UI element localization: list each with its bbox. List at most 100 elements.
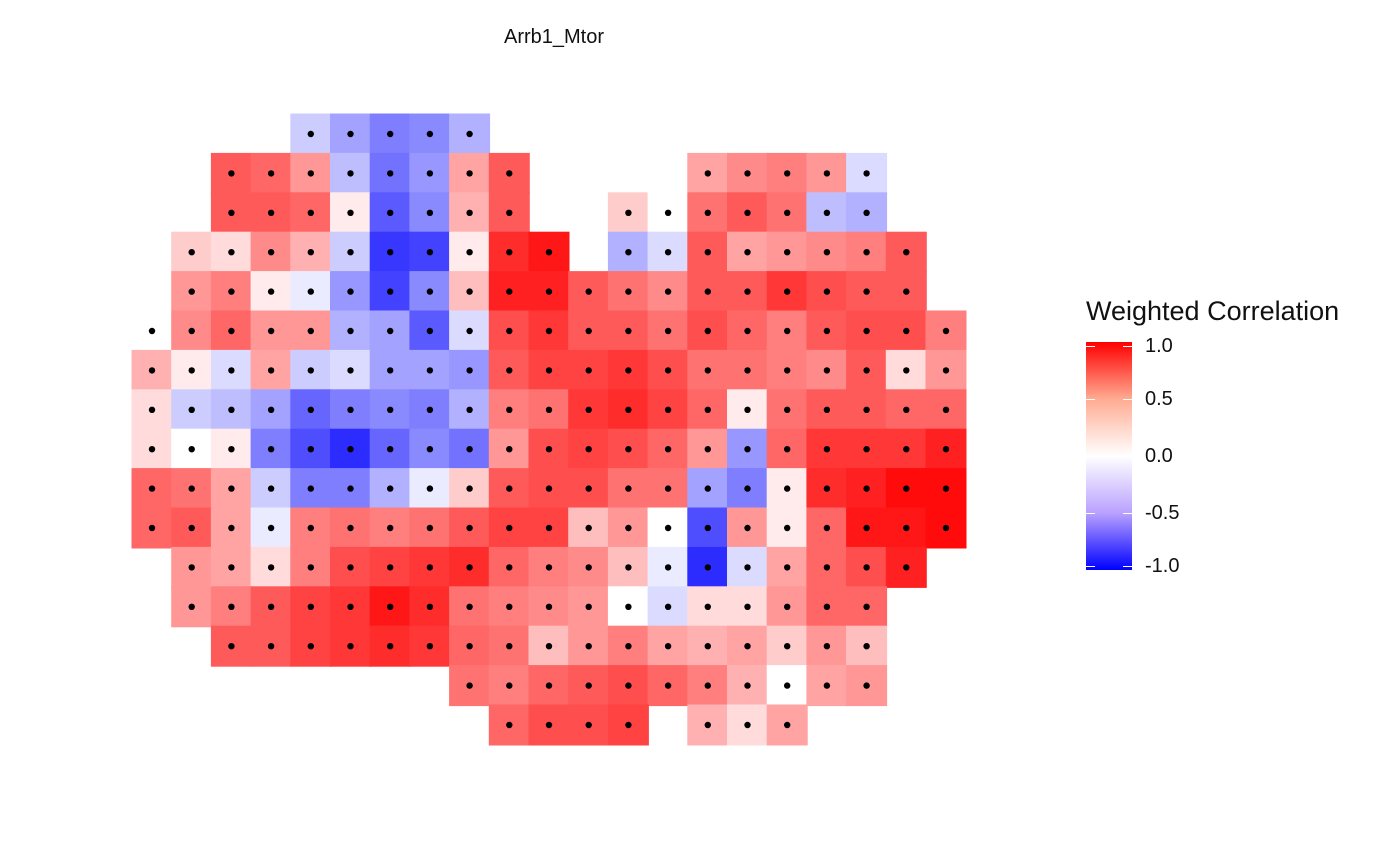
spot-dot: [704, 367, 711, 374]
spot-dot: [585, 603, 592, 610]
spot-dot: [784, 249, 791, 256]
spot-dot: [784, 170, 791, 177]
spot-dot: [228, 327, 235, 335]
spot-dot: [466, 603, 473, 610]
spot-dot: [545, 367, 553, 374]
spot-dot: [267, 327, 275, 335]
spot-dot: [466, 643, 473, 650]
spot-dot: [744, 170, 751, 177]
spot-dot: [545, 485, 553, 492]
spot-dot: [307, 446, 314, 453]
spot-dot: [744, 249, 751, 256]
spot-dot: [506, 485, 513, 492]
spot-dot: [744, 406, 751, 413]
spot-dot: [188, 288, 195, 295]
spot-dot: [784, 406, 791, 413]
spot-dot: [744, 564, 751, 571]
spot-dot: [466, 524, 473, 532]
spot-dot: [506, 721, 513, 729]
spot-dot: [347, 367, 354, 374]
spot-dot: [506, 643, 513, 650]
spot-dot: [625, 249, 632, 256]
spot-dot: [784, 327, 791, 335]
legend-tick-mark: [1123, 566, 1132, 567]
spot-dot: [784, 446, 791, 453]
spot-dot: [466, 564, 473, 571]
spot-dot: [664, 643, 672, 650]
spot-dot: [545, 721, 553, 729]
spot-dot: [228, 249, 235, 256]
legend-tick-mark: [1123, 513, 1132, 514]
spot-dot: [784, 682, 791, 689]
spot-dot: [426, 327, 434, 335]
spot-dot: [426, 485, 434, 492]
legend-tick-mark: [1086, 456, 1095, 457]
spot-dot: [903, 485, 910, 492]
spot-dot: [466, 249, 473, 256]
spot-dot: [347, 249, 354, 256]
spot-dot: [387, 327, 394, 335]
spot-dot: [267, 603, 275, 610]
spot-dot: [744, 643, 751, 650]
spot-dot: [545, 682, 553, 689]
spot-dot: [823, 406, 831, 413]
spatial-heatmap: [131, 113, 967, 746]
spot-dot: [942, 406, 950, 413]
spot-dot: [863, 564, 870, 571]
spot-dot: [426, 603, 434, 610]
spot-dot: [426, 643, 434, 650]
spot-dot: [585, 406, 592, 413]
spot-dot: [466, 130, 473, 138]
spot-dot: [506, 406, 513, 413]
spot-dot: [744, 524, 751, 532]
spot-dot: [585, 327, 592, 335]
spot-dot: [664, 327, 672, 335]
spot-dot: [307, 524, 314, 532]
spot-dot: [188, 524, 195, 532]
spot-dot: [387, 288, 394, 295]
spot-dot: [506, 524, 513, 532]
spot-dot: [704, 288, 711, 295]
legend-tick-mark: [1123, 346, 1132, 347]
spot-dot: [347, 564, 354, 571]
spot-dot: [267, 367, 275, 374]
spot-dot: [228, 564, 235, 571]
spot-dot: [823, 367, 831, 374]
spot-dot: [704, 170, 711, 177]
legend-tick-mark: [1086, 346, 1095, 347]
spot-dot: [744, 327, 751, 335]
spot-dot: [704, 249, 711, 256]
spot-dot: [863, 682, 870, 689]
spot-dot: [228, 288, 235, 295]
spot-dot: [426, 288, 434, 295]
spot-dot: [664, 564, 672, 571]
spot-dot: [347, 485, 354, 492]
spot-dot: [863, 643, 870, 650]
spot-dot: [228, 643, 235, 650]
spot-dot: [426, 170, 434, 177]
spot-dot: [863, 406, 870, 413]
spot-dot: [506, 367, 513, 374]
spot-dot: [426, 406, 434, 413]
legend-tick-mark: [1086, 566, 1095, 567]
spot-dot: [466, 485, 473, 492]
spot-dot: [704, 327, 711, 335]
spot-dot: [664, 485, 672, 492]
spot-dot: [267, 406, 275, 413]
spot-dot: [466, 406, 473, 413]
spot-dot: [903, 564, 910, 571]
spot-dot: [903, 249, 910, 256]
spot-dot: [823, 209, 831, 216]
spot-dot: [347, 643, 354, 650]
spot-dot: [466, 209, 473, 216]
spot-dot: [823, 249, 831, 256]
spot-dot: [426, 249, 434, 256]
legend-tick-label: -1.0: [1145, 555, 1180, 577]
spot-dot: [188, 603, 195, 610]
spot-dot: [347, 603, 354, 610]
spot-dot: [228, 485, 235, 492]
spot-dot: [744, 682, 751, 689]
spot-dot: [545, 603, 553, 610]
spot-dot: [585, 721, 592, 729]
spot-dot: [704, 643, 711, 650]
